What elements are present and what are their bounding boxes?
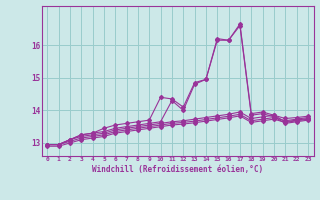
X-axis label: Windchill (Refroidissement éolien,°C): Windchill (Refroidissement éolien,°C) bbox=[92, 165, 263, 174]
